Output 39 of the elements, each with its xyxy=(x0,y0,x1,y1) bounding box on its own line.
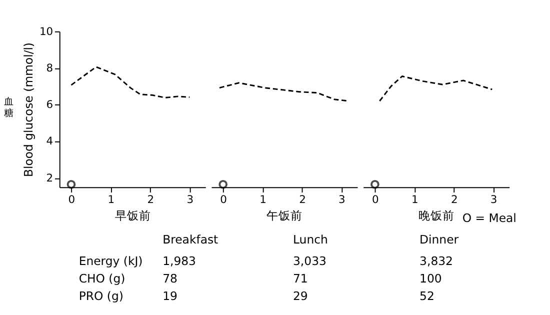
text: CHO (g) xyxy=(78,272,126,286)
x-tick-label: 2 xyxy=(147,193,154,206)
y-tick-label: 4 xyxy=(46,134,54,148)
text: 78 xyxy=(162,272,178,286)
x-axis-title: 午饭前 xyxy=(266,208,303,223)
x-tick-label: 0 xyxy=(220,193,228,206)
text: Breakfast xyxy=(162,232,219,247)
x-tick-label: 1 xyxy=(411,193,418,206)
x-tick-label: 3 xyxy=(338,193,346,206)
text: 3,832 xyxy=(420,254,453,268)
y-axis-title: Blood glucose (mmol/l) xyxy=(22,42,36,178)
x-axis-title: 晚饭前 xyxy=(418,208,455,223)
text: 71 xyxy=(293,272,308,286)
x-tick-label: 1 xyxy=(260,193,266,206)
y-tick-label: 2 xyxy=(46,171,54,184)
text: O = Meal xyxy=(462,211,516,226)
x-tick-label: 2 xyxy=(299,193,306,206)
text: 血糖 xyxy=(4,95,14,120)
text: 1,983 xyxy=(162,254,196,268)
y-tick-label: 8 xyxy=(46,61,54,74)
x-tick-label: 2 xyxy=(450,193,458,206)
x-axis-title: 早饭前 xyxy=(114,208,151,223)
x-tick-label: 3 xyxy=(490,193,498,206)
text: 3,033 xyxy=(293,254,326,268)
y-tick-label: 10 xyxy=(39,24,54,38)
text: Energy (kJ) xyxy=(78,254,143,268)
x-tick-label: 3 xyxy=(186,193,194,206)
y-tick-label: 6 xyxy=(46,98,54,112)
text: 52 xyxy=(420,289,434,304)
x-tick-label: 1 xyxy=(108,193,115,206)
text: 19 xyxy=(162,289,178,304)
text: 29 xyxy=(293,289,308,304)
text: Lunch xyxy=(293,232,328,247)
x-tick-label: 0 xyxy=(68,193,76,206)
line-series xyxy=(70,66,190,98)
x-tick-label: 0 xyxy=(372,193,380,206)
text: PRO (g) xyxy=(78,289,124,304)
text: 100 xyxy=(420,272,442,286)
text: Dinner xyxy=(420,232,459,247)
